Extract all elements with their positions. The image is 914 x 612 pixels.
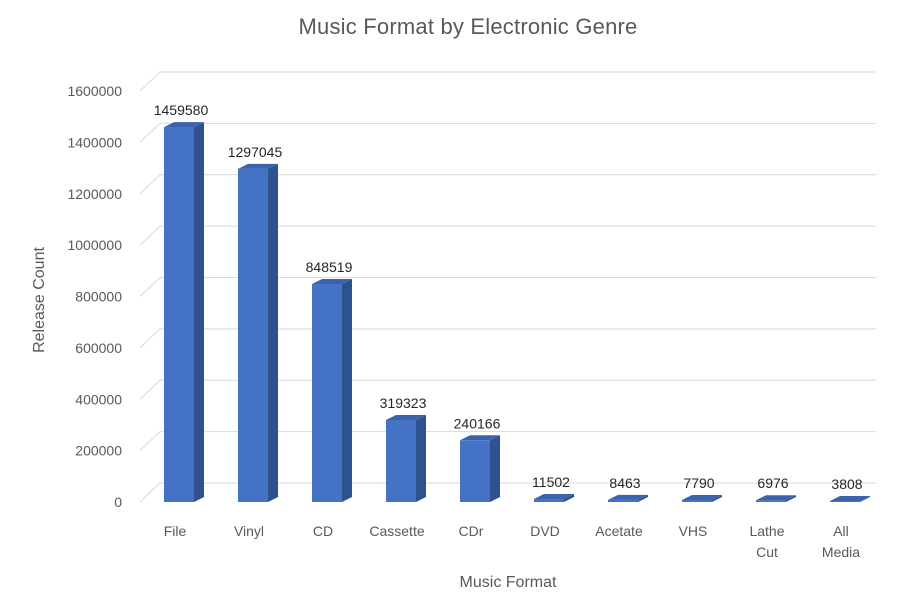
- x-tick-label: All Media: [822, 523, 860, 560]
- data-label: 7790: [683, 475, 714, 491]
- x-tick-label: DVD: [530, 523, 560, 539]
- bar-side: [490, 435, 500, 502]
- y-tick-label: 1600000: [67, 83, 122, 99]
- bar-top: [386, 414, 426, 420]
- gridline: [139, 328, 876, 349]
- bar-top: [312, 279, 352, 285]
- bar: [312, 279, 352, 502]
- data-label: 3808: [831, 476, 862, 492]
- y-axis-title: Release Count: [31, 247, 48, 353]
- bar-top: [830, 496, 870, 502]
- bar-side: [786, 495, 796, 502]
- x-tick-label: CD: [313, 523, 333, 539]
- gridline: [139, 379, 876, 400]
- x-tick-label: Vinyl: [234, 523, 264, 539]
- bar: [756, 495, 796, 502]
- bar-side: [712, 494, 722, 502]
- x-tick-label: Acetate: [595, 523, 643, 539]
- bar: [682, 494, 722, 502]
- bar-front: [682, 499, 712, 502]
- bar-front: [830, 501, 860, 502]
- data-label: 1459580: [154, 102, 209, 118]
- bars: [164, 122, 870, 503]
- x-tick-label: Cassette: [369, 523, 424, 539]
- x-tick-label: CDr: [459, 523, 484, 539]
- bar: [238, 163, 278, 502]
- bar-top: [164, 122, 204, 128]
- bar-top: [460, 435, 500, 441]
- bar-front: [534, 499, 564, 502]
- y-tick-label: 200000: [75, 443, 122, 459]
- bar-front: [756, 500, 786, 502]
- gridline: [139, 482, 876, 503]
- data-label: 8463: [609, 475, 640, 491]
- y-tick-label: 800000: [75, 289, 122, 305]
- bar-side: [564, 494, 574, 502]
- data-label: 11502: [532, 474, 570, 490]
- bar: [460, 435, 500, 502]
- bar-side: [416, 414, 426, 502]
- bar: [386, 414, 426, 502]
- gridline: [139, 122, 876, 143]
- bar-front: [386, 419, 416, 502]
- x-axis-ticks: File Vinyl CD Cassette CDr DVD Acetate VHS Lathe…: [164, 523, 861, 560]
- y-tick-label: 400000: [75, 391, 122, 407]
- bar-side: [638, 494, 648, 502]
- gridline: [139, 174, 876, 195]
- x-tick-label: Lathe Cut: [749, 523, 784, 560]
- bar-top: [238, 163, 278, 169]
- y-tick-label: 0: [114, 494, 122, 510]
- x-tick-label: VHS: [679, 523, 708, 539]
- data-label: 240166: [454, 415, 501, 431]
- bar-front: [164, 127, 194, 503]
- y-tick-label: 1000000: [67, 237, 122, 253]
- y-tick-label: 1400000: [67, 134, 122, 150]
- chart-title: Music Format by Electronic Genre: [298, 14, 638, 39]
- bar-top: [608, 494, 648, 500]
- bar-front: [460, 440, 490, 502]
- data-labels: 1459580 1297045 848519 319323 240166 11502 846…: [154, 102, 863, 492]
- gridline: [139, 277, 876, 297]
- y-tick-label: 1200000: [67, 186, 122, 202]
- data-label: 319323: [380, 395, 427, 411]
- bar: [164, 122, 204, 503]
- bar-top: [756, 495, 796, 501]
- data-label: 1297045: [228, 144, 283, 160]
- bar-side: [860, 496, 870, 502]
- y-axis-ticks: 0 200000 400000 600000 800000 1000000 1200000 1…: [67, 83, 122, 510]
- gridlines: [139, 71, 876, 503]
- x-tick-label: File: [164, 523, 187, 539]
- gridline: [139, 71, 876, 92]
- bar: [830, 496, 870, 502]
- bar-front: [608, 499, 638, 502]
- bar: [608, 494, 648, 502]
- data-label: 848519: [306, 259, 353, 275]
- gridline: [139, 225, 876, 246]
- bar-side: [342, 279, 352, 502]
- y-tick-label: 600000: [75, 340, 122, 356]
- bar: [534, 494, 574, 502]
- bar-top: [534, 494, 574, 500]
- bar-front: [312, 284, 342, 502]
- x-axis-title: Music Format: [460, 574, 557, 591]
- bar-front: [238, 168, 268, 502]
- data-label: 6976: [757, 475, 788, 491]
- gridline: [139, 431, 876, 451]
- bar-side: [268, 163, 278, 502]
- bar-top: [682, 494, 722, 500]
- bar-side: [194, 122, 204, 503]
